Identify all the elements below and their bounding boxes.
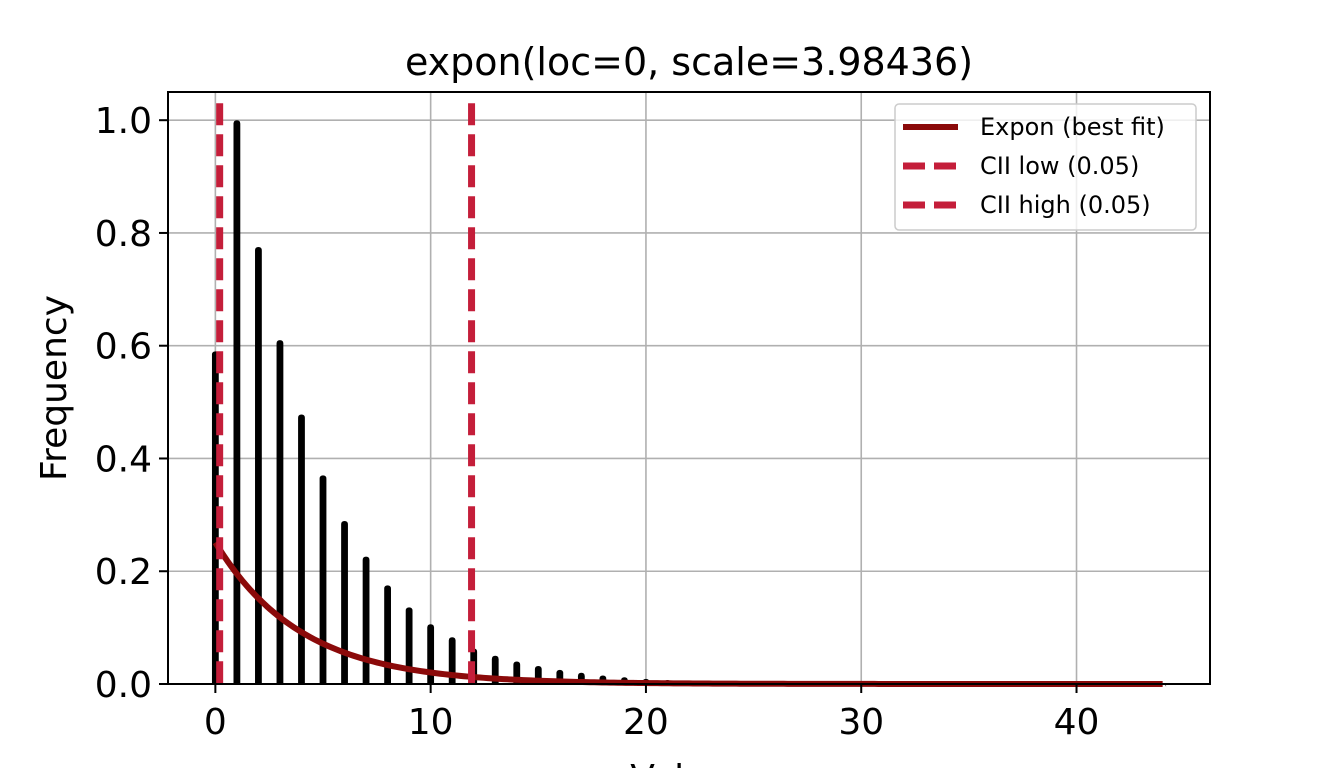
ci-lines-layer (216, 103, 476, 684)
x-tick-label: 0 (204, 702, 227, 743)
histogram-bar (255, 247, 262, 685)
legend-box (894, 103, 1197, 231)
x-tick-label: 20 (623, 702, 669, 743)
x-tick-label: 10 (408, 702, 454, 743)
histogram-bar (362, 556, 370, 684)
fit-curve-layer (212, 540, 1163, 687)
chart-title: expon(loc=0, scale=3.98436) (405, 40, 973, 84)
legend-label: Expon (best fit) (980, 113, 1165, 141)
x-tick-label: 30 (838, 702, 884, 743)
legend-label: CII high (0.05) (980, 191, 1151, 219)
histogram-bar (319, 475, 327, 684)
fit-curve-line (212, 540, 1163, 687)
y-tick-label: 0.6 (95, 327, 152, 368)
legend-label: CII low (0.05) (980, 152, 1139, 180)
x-axis-title: Values (630, 758, 748, 768)
histogram-bar (276, 340, 284, 684)
y-tick-label: 0.0 (95, 665, 152, 706)
y-tick-label: 0.2 (95, 552, 152, 593)
histogram-bar (233, 120, 241, 684)
histogram-bar (341, 521, 348, 684)
histogram-bar (427, 624, 435, 684)
histogram-bar (298, 414, 305, 684)
legend: Expon (best fit) CII low (0.05) CII high (… (894, 103, 1197, 231)
plot-frame (167, 91, 1211, 685)
ticks-layer: 0 10 20 30 40 0.0 0.2 0.4 0.6 0.8 1.0 (95, 101, 1100, 743)
y-axis-title: Frequency (34, 295, 75, 481)
y-tick-label: 0.4 (95, 439, 152, 480)
x-tick-label: 40 (1054, 702, 1100, 743)
y-tick-label: 0.8 (95, 214, 152, 255)
y-tick-label: 1.0 (95, 101, 152, 142)
histogram-bar (405, 607, 413, 684)
histogram-bar (384, 585, 391, 684)
